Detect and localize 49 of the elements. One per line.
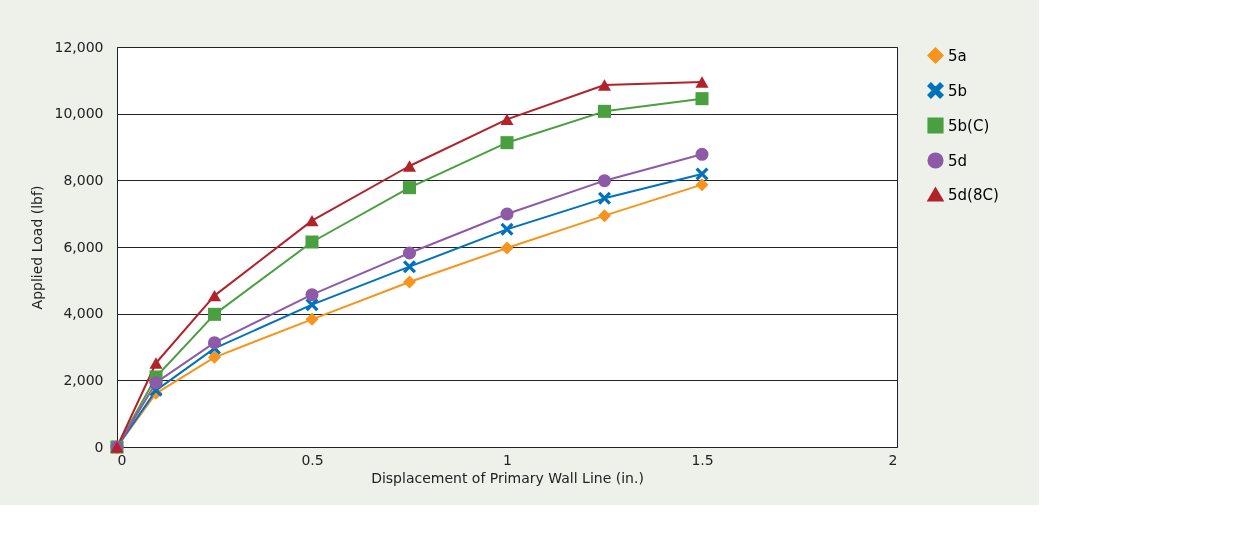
legend-label: 5b [948,81,968,100]
point [500,241,514,255]
point [402,275,417,289]
legend-label: 5d [948,151,968,170]
y-tick-label: 10,000 [54,105,104,122]
y-tick-label: 2,000 [63,371,104,388]
legend-label: 5a [948,46,967,65]
point [500,136,514,150]
x-tick-label: 1.5 [691,451,714,468]
point [207,336,222,350]
x-axis-title: Displacement of Primary Wall Line (in.) [371,469,644,486]
legend-label: 5b(C) [948,116,990,135]
point [500,222,514,236]
point [305,288,319,302]
y-tick-label: 8,000 [63,171,104,188]
point [207,290,222,302]
x-tick-label: 2 [888,451,898,468]
legend-label: 5d(8C) [948,185,999,204]
point [500,113,514,125]
point [597,104,612,118]
point [149,357,163,369]
point [500,207,514,221]
x-tick-label: 0.5 [301,451,324,468]
point [207,307,222,321]
point [695,147,709,161]
point [402,246,417,260]
y-tick-label: 6,000 [63,238,104,255]
y-axis-title: Applied Load (lbf) [28,185,45,310]
point [402,160,417,172]
point [695,167,709,181]
point [305,235,319,249]
y-tick-label: 0 [94,438,104,455]
point [695,178,709,192]
point [149,376,163,390]
x-tick-label: 0 [117,451,127,468]
y-tick-label: 4,000 [63,305,104,322]
point [597,79,612,91]
point [597,191,612,205]
point [402,260,417,274]
point [597,174,612,188]
x-tick-label: 1 [503,451,512,468]
point [305,312,319,326]
point [402,181,417,195]
point [695,76,709,88]
point [305,215,319,227]
point [597,209,612,223]
point [207,350,222,364]
y-tick-label: 12,000 [54,38,104,55]
point [695,92,709,106]
